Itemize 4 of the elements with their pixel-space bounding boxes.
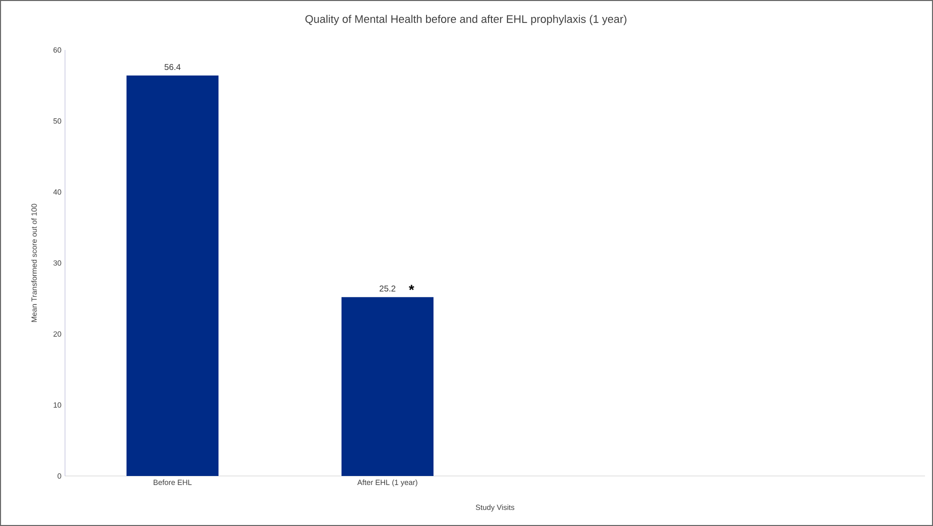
data-label: 25.2 [380,286,396,292]
chart-title: Quality of Mental Health before and after EHL prophylaxis (1 year) [305,14,626,26]
annotation: * [408,284,414,290]
data-label: 56.4 [164,64,181,70]
